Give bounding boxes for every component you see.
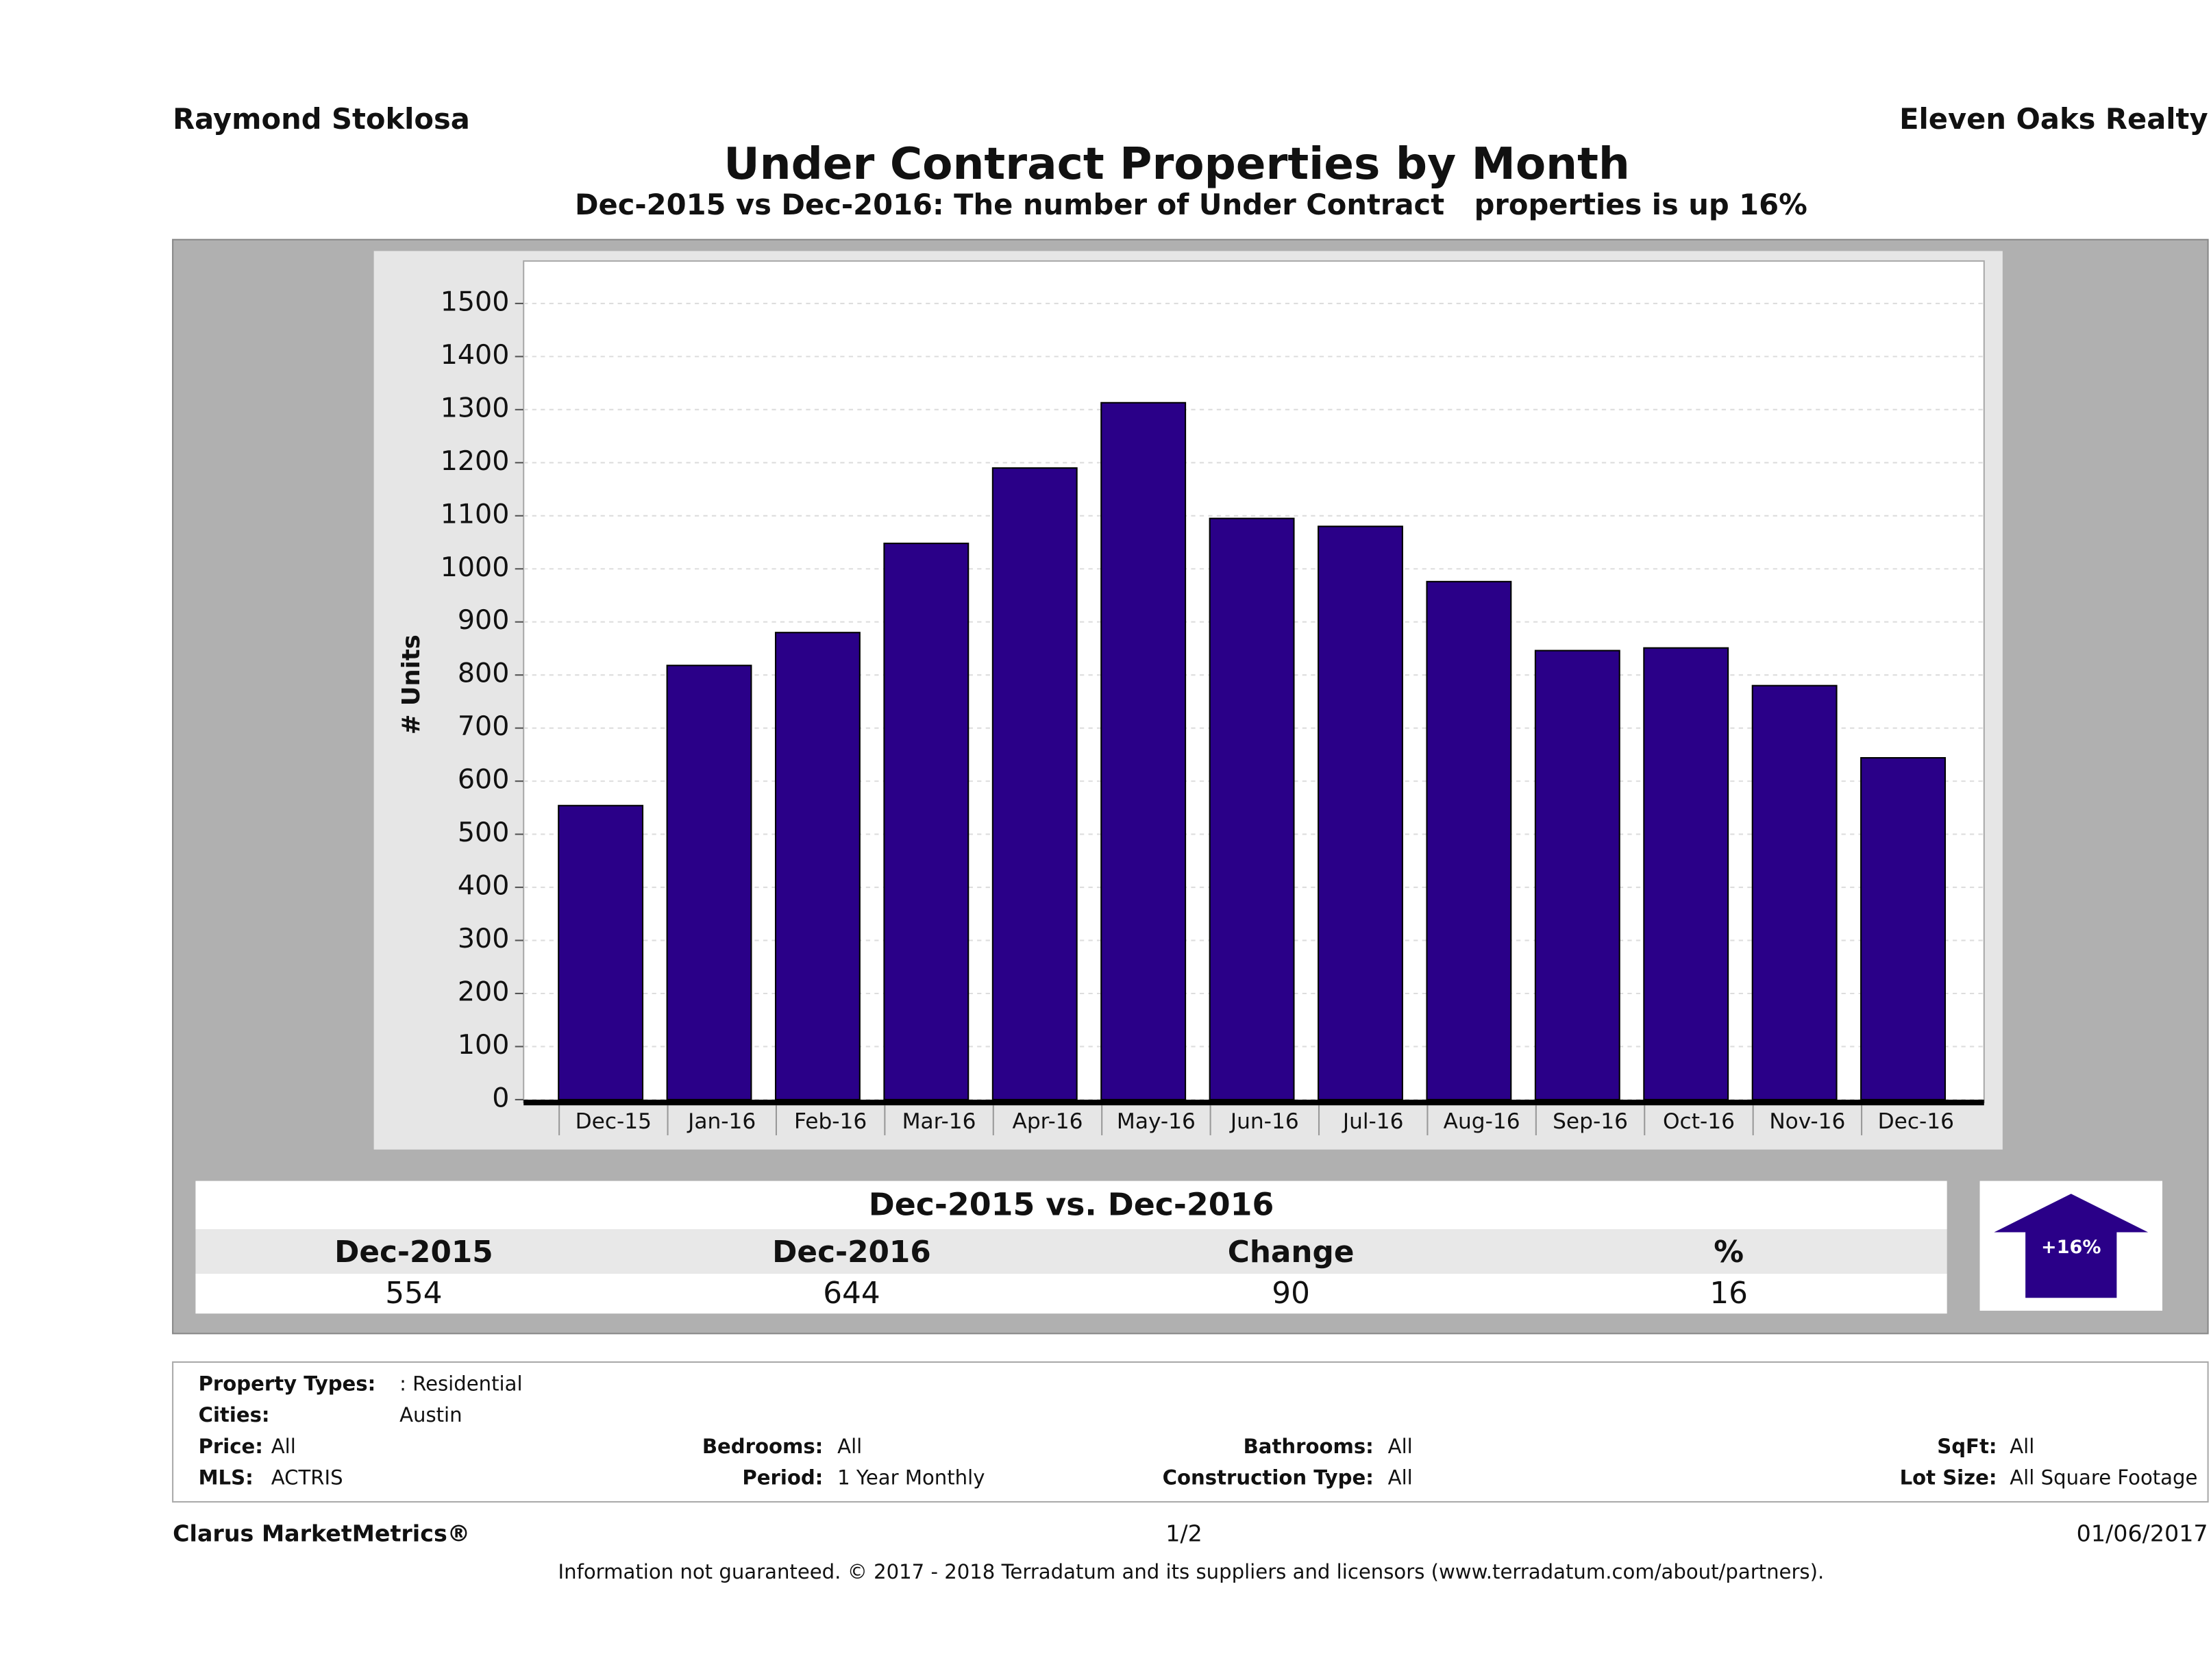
bar [1860, 757, 1946, 1100]
bar [1643, 647, 1729, 1100]
y-tick-label: 600 [458, 764, 509, 795]
filter-label: MLS: [199, 1466, 254, 1490]
y-tick-label: 1000 [441, 552, 510, 583]
summary-header-row [195, 1229, 1947, 1274]
summary-header: Dec-2015 [334, 1235, 493, 1270]
bar [774, 632, 861, 1100]
filter-value: All Square Footage [2010, 1466, 2197, 1490]
x-tick-label: Apr-16 [1012, 1109, 1083, 1134]
filter-value: 1 Year Monthly [837, 1466, 985, 1490]
filter-value: All [1388, 1435, 1413, 1458]
badge-arrow [1994, 1194, 2149, 1298]
filter-label: Bathrooms: [1244, 1435, 1374, 1458]
x-tick-label: Dec-15 [576, 1109, 652, 1134]
footer-page: 1/2 [1165, 1520, 1202, 1546]
y-tick-label: 1400 [441, 339, 510, 371]
x-tick-label: Mar-16 [902, 1109, 976, 1134]
filter-label: Lot Size: [1900, 1466, 1997, 1490]
filter-value: Austin [399, 1403, 462, 1426]
filter-label: Property Types: [199, 1372, 376, 1395]
filter-value: ACTRIS [271, 1466, 343, 1490]
filters-box [172, 1361, 2209, 1503]
x-tick-label: Jun-16 [1229, 1109, 1299, 1134]
y-tick-label: 0 [492, 1082, 509, 1113]
summary-value: 16 [1709, 1276, 1748, 1311]
y-tick-label: 500 [458, 817, 509, 848]
summary-header: Change [1228, 1235, 1355, 1270]
bar [558, 804, 644, 1100]
y-tick-label: 400 [458, 870, 509, 902]
filter-value: All [271, 1435, 296, 1458]
y-tick-label: 1100 [441, 498, 510, 530]
filter-value: All [1388, 1466, 1413, 1490]
summary-value: 644 [823, 1276, 880, 1311]
bar [1100, 402, 1187, 1100]
bar [991, 467, 1078, 1100]
x-tick-label: Oct-16 [1663, 1109, 1735, 1134]
filter-value: All [837, 1435, 862, 1458]
x-tick-label: May-16 [1117, 1109, 1196, 1134]
y-tick-label: 800 [458, 658, 509, 689]
footer-date: 01/06/2017 [2077, 1520, 2208, 1546]
bar [666, 665, 752, 1100]
filter-value: All [2010, 1435, 2034, 1458]
y-tick-label: 1200 [441, 445, 510, 477]
x-tick-label: Feb-16 [794, 1109, 867, 1134]
summary-title-row [195, 1181, 1947, 1230]
y-axis-label: # Units [397, 634, 425, 734]
y-tick-label: 300 [458, 923, 509, 954]
bar [1209, 517, 1295, 1100]
y-tick-label: 900 [458, 604, 509, 636]
summary-header: % [1714, 1235, 1744, 1270]
y-tick-label: 100 [458, 1029, 509, 1061]
company: Eleven Oaks Realty [1899, 102, 2208, 136]
summary-header: Dec-2016 [772, 1235, 931, 1270]
x-tick-label: Nov-16 [1769, 1109, 1845, 1134]
bar [1426, 580, 1512, 1100]
footer-disclaimer: Information not guaranteed. © 2017 - 201… [558, 1560, 1825, 1583]
summary-value: 90 [1272, 1276, 1310, 1311]
filter-label: Construction Type: [1163, 1466, 1374, 1490]
bar [883, 543, 969, 1100]
filter-label: Period: [742, 1466, 823, 1490]
y-tick-label: 1500 [441, 286, 510, 317]
filter-label: Price: [199, 1435, 263, 1458]
y-tick-label: 200 [458, 976, 509, 1008]
filter-label: Cities: [199, 1403, 270, 1426]
y-tick-label: 1300 [441, 392, 510, 423]
x-tick-label: Dec-16 [1878, 1109, 1954, 1134]
chart-subtitle: Dec-2015 vs Dec-2016: The number of Unde… [575, 188, 1807, 221]
filter-label: SqFt: [1937, 1435, 1997, 1458]
bar [1751, 684, 1838, 1100]
x-tick-label: Jul-16 [1342, 1109, 1404, 1134]
x-tick-label: Aug-16 [1444, 1109, 1520, 1134]
summary-value: 554 [385, 1276, 442, 1311]
filter-value: : Residential [399, 1372, 523, 1395]
summary-value-row [195, 1273, 1947, 1314]
badge-text: +16% [2041, 1237, 2101, 1258]
x-tick-label: Jan-16 [687, 1109, 756, 1134]
agent: Raymond Stoklosa [173, 102, 470, 136]
filter-label: Bedrooms: [702, 1435, 824, 1458]
y-tick-label: 700 [458, 711, 509, 742]
summary-title: Dec-2015 vs. Dec-2016 [869, 1186, 1274, 1223]
x-tick-label: Sep-16 [1553, 1109, 1628, 1134]
chart-title: Under Contract Properties by Month [724, 138, 1630, 190]
footer-brand: Clarus MarketMetrics® [173, 1520, 470, 1546]
bar [1318, 526, 1403, 1100]
bar [1534, 650, 1620, 1100]
